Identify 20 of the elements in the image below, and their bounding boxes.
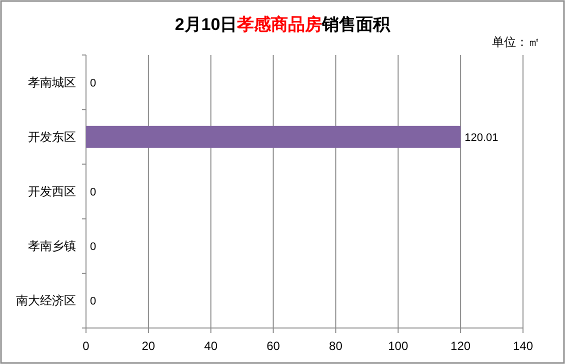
y-tick-label: 孝南城区: [28, 75, 76, 90]
x-tick-label: 20: [142, 339, 156, 353]
data-label: 0: [90, 77, 96, 90]
data-label: 0: [90, 186, 96, 198]
x-tick-label: 80: [329, 339, 343, 353]
x-tick-label: 140: [512, 339, 534, 353]
data-label: 0: [90, 241, 96, 254]
y-tick-label: 开发东区: [28, 130, 76, 144]
data-label: 0: [90, 296, 96, 308]
chart-title: 2月10日孝感商品房销售面积: [174, 15, 392, 34]
text: 单位：㎡: [492, 35, 540, 49]
x-tick-label: 100: [388, 339, 408, 353]
x-tick-label: 0: [82, 339, 90, 353]
x-tick-label: 60: [266, 339, 280, 353]
data-label: 120.01: [464, 132, 498, 144]
y-tick-label: 南大经济区: [16, 294, 76, 308]
x-tick-label: 40: [204, 339, 218, 353]
y-tick-label: 开发西区: [28, 184, 76, 198]
x-tick-label: 120: [450, 339, 471, 353]
y-tick-label: 孝南乡镇: [28, 239, 76, 254]
